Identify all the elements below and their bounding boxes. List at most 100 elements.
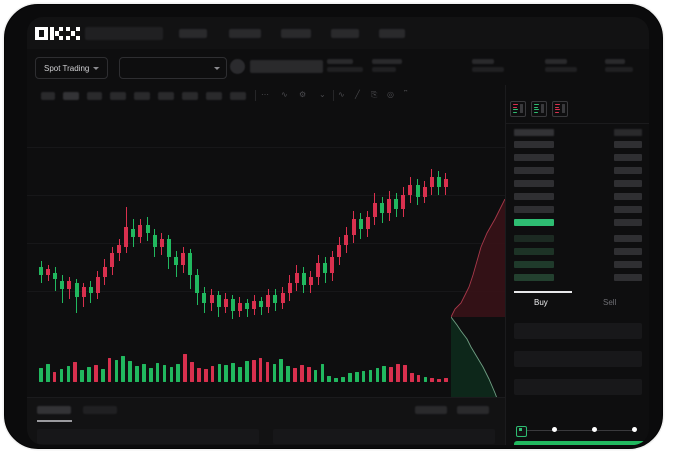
orders-action-1[interactable] bbox=[457, 406, 489, 414]
interval-chip-5[interactable] bbox=[158, 92, 174, 100]
total-field[interactable] bbox=[514, 379, 642, 395]
amount-field[interactable] bbox=[514, 351, 642, 367]
settings-icon[interactable]: ⚙ bbox=[299, 90, 307, 99]
bottom-tab-1[interactable] bbox=[83, 406, 117, 414]
orderbook-price-cell[interactable] bbox=[614, 154, 642, 161]
orderbook-price-cell[interactable] bbox=[614, 261, 642, 268]
candle-body bbox=[415, 185, 420, 197]
orderbook-bid-row[interactable] bbox=[514, 274, 554, 281]
volume-bar bbox=[293, 368, 297, 382]
trading-pair-select[interactable] bbox=[119, 57, 227, 79]
amount-slider[interactable] bbox=[516, 425, 640, 437]
orderbook-price-cell[interactable] bbox=[614, 274, 642, 281]
interval-chip-0[interactable] bbox=[41, 92, 55, 100]
right-sidebar: Buy Sell bbox=[505, 85, 649, 445]
volume-bar bbox=[368, 370, 373, 382]
orderbook-ask-row[interactable] bbox=[514, 167, 554, 174]
volume-bar bbox=[409, 373, 414, 382]
candle-body bbox=[401, 195, 406, 209]
candle-body bbox=[429, 177, 434, 187]
orderbook-bid-row[interactable] bbox=[514, 235, 554, 242]
orderbook-ask-row[interactable] bbox=[514, 141, 554, 148]
slider-handle[interactable] bbox=[516, 425, 527, 437]
nav-item-1[interactable] bbox=[229, 29, 261, 38]
candle-body bbox=[252, 301, 257, 309]
nav-item-4[interactable] bbox=[379, 29, 405, 38]
target-icon[interactable]: ◎ bbox=[387, 90, 394, 99]
line-chart-icon[interactable]: ∿ bbox=[338, 90, 345, 99]
camera-icon[interactable]: ⎘ bbox=[371, 90, 378, 99]
interval-chip-1[interactable] bbox=[63, 92, 79, 100]
volume-bar bbox=[423, 377, 428, 382]
candle-body bbox=[394, 199, 399, 209]
volume-bar bbox=[286, 366, 290, 382]
orderbook-both-icon[interactable] bbox=[510, 101, 526, 117]
market-type-dropdown[interactable]: Spot Trading bbox=[35, 57, 109, 79]
candle-body bbox=[351, 219, 356, 235]
tab-buy[interactable]: Buy bbox=[534, 298, 548, 307]
orderbook-price-cell[interactable] bbox=[614, 219, 642, 226]
orderbook-ask-row[interactable] bbox=[514, 193, 554, 200]
volume-bar bbox=[348, 373, 352, 382]
candle-body bbox=[308, 277, 313, 285]
nav-item-0[interactable] bbox=[179, 29, 207, 38]
nav-item-3[interactable] bbox=[331, 29, 359, 38]
price-chart[interactable] bbox=[27, 107, 505, 441]
volume-bar bbox=[272, 364, 277, 382]
orderbook-price-cell[interactable] bbox=[614, 193, 642, 200]
chevron-down-icon[interactable]: ⌄ bbox=[319, 90, 326, 99]
interval-chip-8[interactable] bbox=[230, 92, 246, 100]
orderbook-asks-icon[interactable] bbox=[552, 101, 568, 117]
bottom-tab-0[interactable] bbox=[37, 406, 71, 414]
orderbook-view-toggles bbox=[510, 101, 568, 117]
orders-action-0[interactable] bbox=[415, 406, 447, 414]
orderbook-ask-row[interactable] bbox=[514, 180, 554, 187]
volume-bar bbox=[396, 364, 400, 382]
candle-body bbox=[436, 177, 441, 187]
orderbook-ask-row[interactable] bbox=[514, 206, 554, 213]
orderbook-ask-row[interactable] bbox=[514, 154, 554, 161]
candle-body bbox=[53, 273, 58, 279]
orderbook-spread-row[interactable] bbox=[514, 219, 554, 226]
indicator-icon[interactable]: ∿ bbox=[281, 90, 288, 99]
interval-chip-4[interactable] bbox=[134, 92, 150, 100]
slider-dot-25[interactable] bbox=[552, 427, 557, 432]
orderbook-bid-row[interactable] bbox=[514, 261, 554, 268]
orderbook-price-cell[interactable] bbox=[614, 167, 642, 174]
candle-body bbox=[181, 253, 186, 265]
orderbook-price-cell[interactable] bbox=[614, 248, 642, 255]
volume-bar bbox=[389, 367, 393, 382]
orderbook-price-cell[interactable] bbox=[614, 206, 642, 213]
interval-chip-7[interactable] bbox=[206, 92, 222, 100]
draw-icon[interactable]: ╱ bbox=[355, 90, 360, 99]
interval-chip-2[interactable] bbox=[87, 92, 102, 100]
orderbook-bid-row[interactable] bbox=[514, 248, 554, 255]
price-field[interactable] bbox=[514, 323, 642, 339]
nav-item-2[interactable] bbox=[281, 29, 311, 38]
orderbook-price-cell[interactable] bbox=[614, 235, 642, 242]
slider-track bbox=[520, 429, 636, 431]
volume-bar bbox=[375, 368, 380, 382]
stat-0 bbox=[327, 59, 363, 75]
okx-logo[interactable] bbox=[35, 27, 80, 40]
slider-dot-75[interactable] bbox=[632, 427, 637, 432]
chevron-down-icon bbox=[214, 66, 220, 70]
fullscreen-icon[interactable]: ⎴ bbox=[404, 90, 408, 99]
volume-bar bbox=[66, 366, 71, 382]
orders-column-right bbox=[273, 429, 495, 444]
candle-body bbox=[81, 287, 86, 297]
search-input[interactable] bbox=[85, 27, 163, 40]
volume-bar bbox=[39, 368, 43, 382]
orderbook-price-cell[interactable] bbox=[614, 141, 642, 148]
volume-bar bbox=[334, 378, 339, 382]
slider-dot-50[interactable] bbox=[592, 427, 597, 432]
orderbook-bids-icon[interactable] bbox=[531, 101, 547, 117]
interval-chip-3[interactable] bbox=[110, 92, 126, 100]
orderbook-price-cell[interactable] bbox=[614, 180, 642, 187]
submit-buy-button[interactable] bbox=[514, 441, 649, 445]
volume-bar bbox=[121, 356, 126, 382]
tab-sell[interactable]: Sell bbox=[603, 298, 617, 307]
interval-chip-6[interactable] bbox=[182, 92, 198, 100]
candlestick-icon[interactable]: ⋯ bbox=[261, 90, 269, 99]
